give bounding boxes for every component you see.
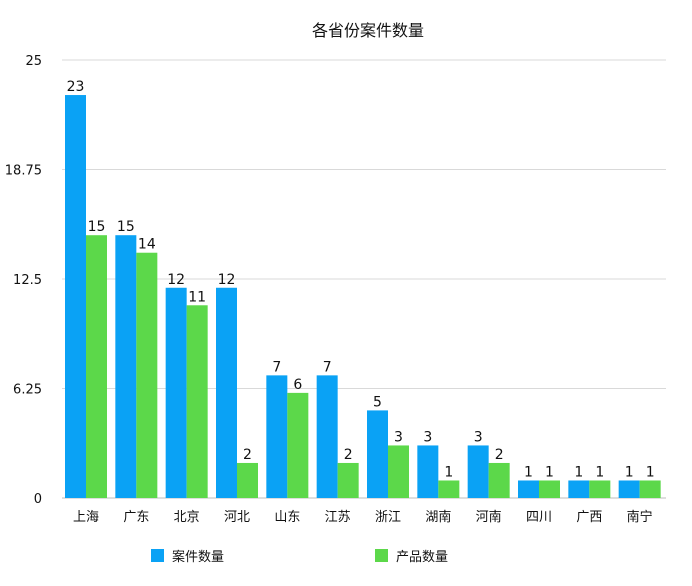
bar [165,287,187,498]
bar [287,392,309,498]
legend-swatch-products [375,549,388,562]
y-tick-label: 18.75 [5,164,42,179]
data-label: 15 [88,219,106,235]
data-label: 7 [272,359,281,375]
x-tick-label: 上海 [73,510,99,525]
x-tick-label: 山东 [274,510,300,525]
data-label: 14 [138,237,156,253]
data-label: 2 [495,447,504,463]
bar [367,410,388,498]
x-tick-label: 河北 [224,510,250,525]
y-tick-label: 0 [34,492,42,507]
bar [216,287,237,498]
y-tick-label: 12.5 [13,273,42,288]
bar [65,95,86,498]
legend-swatch-cases [151,549,164,562]
data-label: 2 [243,447,252,463]
x-tick-label: 河南 [476,509,502,525]
gridlines [62,59,666,499]
data-label: 1 [545,464,554,480]
data-label: 1 [574,464,583,480]
data-label: 2 [344,447,353,463]
bar [488,462,510,498]
x-tick-label: 广西 [576,510,602,525]
data-label: 5 [373,394,382,410]
bar [417,445,439,498]
bar [266,375,288,498]
y-tick-label: 6.25 [13,383,42,398]
bar [86,235,107,498]
x-tick-label: 浙江 [375,510,401,525]
x-tick-label: 江苏 [325,509,351,525]
bar [115,235,137,498]
x-tick-label: 湖南 [425,509,451,525]
x-tick-label: 南宁 [627,509,653,525]
data-label: 7 [323,359,332,375]
bar [568,480,590,498]
y-axis-ticks: 0 6.25 12.5 18.75 25 [5,54,42,507]
x-axis-categories: 上海 广东 北京 河北 山东 江苏 浙江 湖南 河南 四川 广西 南宁 [73,509,653,525]
data-label: 1 [646,464,655,480]
x-tick-label: 四川 [526,510,552,525]
data-label: 1 [625,464,634,480]
legend-label-products: 产品数量 [396,550,448,565]
data-label: 12 [167,272,185,288]
bar [518,480,539,498]
bar [589,480,611,498]
bar [388,445,409,498]
data-label: 3 [423,429,432,445]
y-tick-label: 25 [25,54,42,69]
bar [438,480,460,498]
x-tick-label: 北京 [174,510,200,525]
bar [136,252,158,498]
bar [186,305,208,498]
data-label: 1 [524,464,533,480]
bar [337,462,359,498]
bar [316,375,338,498]
data-label: 3 [474,429,483,445]
bar [618,480,640,498]
data-label: 12 [218,272,236,288]
data-label: 1 [595,464,604,480]
bar [539,480,560,498]
legend-label-cases: 案件数量 [172,550,224,565]
bar [467,445,489,498]
data-label: 3 [394,429,403,445]
chart-title: 各省份案件数量 [312,21,424,40]
data-label: 23 [67,79,85,95]
data-label: 15 [117,219,135,235]
legend: 案件数量 产品数量 [151,549,448,565]
bar [237,462,258,498]
x-tick-label: 广东 [123,510,149,525]
data-label: 6 [293,377,302,393]
data-label: 1 [444,464,453,480]
bar [639,480,661,498]
data-label: 11 [188,289,206,305]
